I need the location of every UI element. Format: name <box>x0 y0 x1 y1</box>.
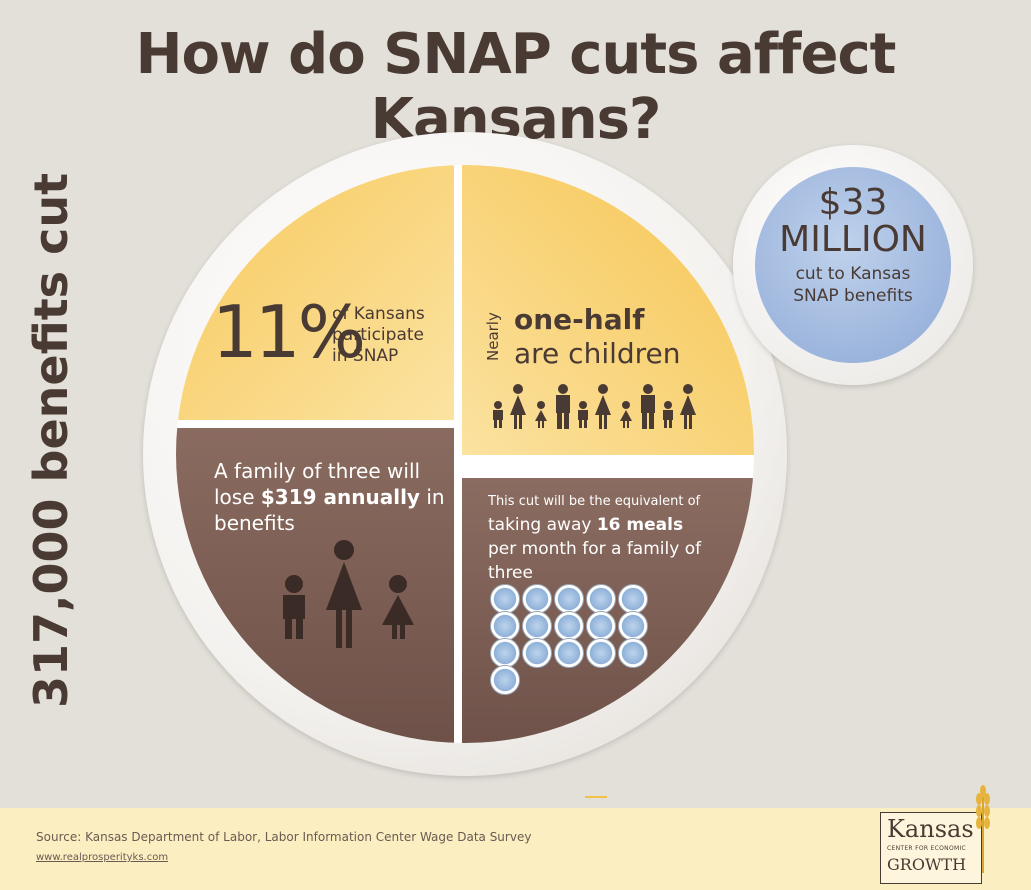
child-icon <box>620 401 632 428</box>
meal-plate-icon <box>586 584 616 614</box>
family-loss-after: in benefits <box>214 485 445 535</box>
family-icons <box>283 540 414 648</box>
badge-unit: MILLION <box>779 219 927 260</box>
meal-plate-icon <box>586 638 616 668</box>
child-icon <box>663 401 673 428</box>
quadrant-bottom-left <box>176 428 454 743</box>
source-text: Source: Kansas Department of Labor, Labo… <box>36 830 532 844</box>
page-title: How do SNAP cuts affect Kansans? <box>135 22 897 152</box>
meal-plate-icon <box>618 638 648 668</box>
man-icon <box>556 384 570 429</box>
meal-text: taking away 16 meals per month for a fam… <box>488 513 708 585</box>
side-label: 317,000 benefits cut <box>24 172 78 708</box>
meal-plate-icon <box>554 611 584 641</box>
meal-plate-icon <box>618 611 648 641</box>
footer <box>0 808 1031 890</box>
child-icon <box>493 401 503 428</box>
people-icons <box>493 384 696 429</box>
children-label: are children <box>514 337 681 370</box>
plate-inner <box>176 165 754 743</box>
logo-tagline: CENTER FOR ECONOMIC <box>887 845 967 852</box>
child-icon <box>578 401 588 428</box>
percent-stat: 11% <box>212 290 366 374</box>
family-loss-amount: $319 annually <box>260 485 420 509</box>
meal-intro: This cut will be the equivalent of <box>488 494 701 509</box>
family-loss-text: A family of three will lose $319 annuall… <box>214 458 454 536</box>
quadrant-top-left <box>176 165 454 420</box>
meal-before: taking away <box>488 515 597 535</box>
divider <box>585 796 607 798</box>
nearly-label: Nearly <box>484 312 502 361</box>
meal-plate-icon <box>618 584 648 614</box>
logo-name: Kansas <box>887 815 974 843</box>
woman-icon <box>680 384 696 429</box>
meal-count: 16 meals <box>596 515 684 535</box>
meal-plate-icon <box>490 611 520 641</box>
meal-plate-icon <box>586 611 616 641</box>
child-icon <box>535 401 547 428</box>
logo: Kansas CENTER FOR ECONOMIC GROWTH <box>880 812 982 884</box>
meal-plate-icon <box>522 638 552 668</box>
source-link[interactable]: www.realprosperityks.com <box>36 852 169 863</box>
meal-plate-icon <box>522 584 552 614</box>
meals-grid <box>490 584 660 695</box>
one-half-label: one-half <box>514 303 645 336</box>
man-icon <box>641 384 655 429</box>
meal-plate-icon <box>490 584 520 614</box>
woman-icon <box>510 384 526 429</box>
woman-icon <box>326 540 362 648</box>
meal-plate-icon <box>554 584 584 614</box>
meal-after: per month for a family of three <box>488 539 702 583</box>
badge-amount: $33 <box>818 182 888 223</box>
meal-plate-icon <box>490 638 520 668</box>
quadrant-top-right <box>462 165 754 455</box>
boy-icon <box>283 575 305 639</box>
meal-plate-icon <box>554 638 584 668</box>
meal-plate-icon <box>522 611 552 641</box>
badge-desc: cut to Kansas SNAP benefits <box>793 264 913 306</box>
wheat-icon <box>976 785 990 873</box>
meal-plate-icon <box>490 665 520 695</box>
percent-desc: of Kansans participate in SNAP <box>332 304 425 366</box>
family-loss-before: A family of three will lose <box>214 459 421 509</box>
cut-badge: $33 MILLION cut to Kansas SNAP benefits <box>755 167 951 363</box>
girl-icon <box>382 575 414 639</box>
woman-icon <box>595 384 611 429</box>
logo-sub: GROWTH <box>887 855 967 874</box>
